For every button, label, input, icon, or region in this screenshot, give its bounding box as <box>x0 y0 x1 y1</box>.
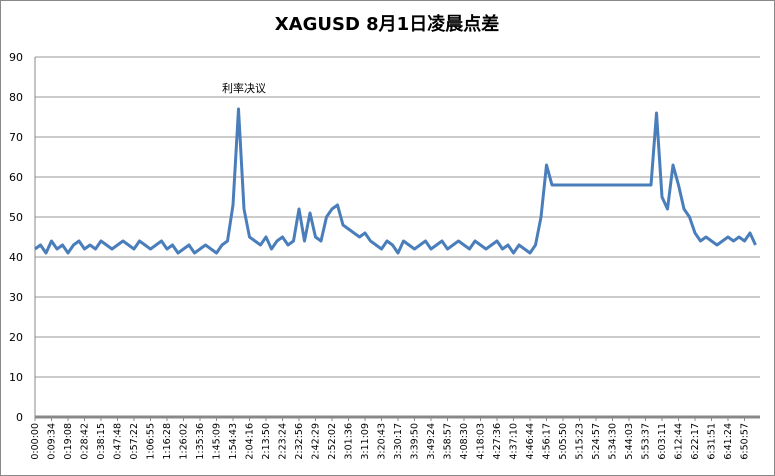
x-tick-label: 1:35:36 <box>195 423 206 460</box>
x-tick-label: 5:24:57 <box>591 423 602 460</box>
y-tick-label: 10 <box>9 371 23 384</box>
x-tick-label: 3:58:57 <box>443 423 454 460</box>
x-tick-label: 4:46:44 <box>525 423 536 460</box>
x-tick-label: 3:11:09 <box>360 423 371 460</box>
x-tick-label: 2:32:56 <box>294 423 305 460</box>
x-tick-label: 1:06:55 <box>146 423 157 460</box>
annotation: 利率决议 <box>222 81 266 95</box>
x-tick-label: 4:08:30 <box>459 423 470 460</box>
x-tick-label: 2:13:50 <box>261 423 272 460</box>
x-tick-label: 3:49:24 <box>426 423 437 460</box>
x-tick-label: 3:39:50 <box>410 423 421 460</box>
x-tick-label: 3:01:36 <box>344 423 355 460</box>
x-tick-label: 1:26:02 <box>179 423 190 460</box>
y-tick-label: 60 <box>9 171 23 184</box>
x-tick-label: 4:37:10 <box>509 423 520 460</box>
x-tick-label: 1:16:28 <box>162 423 173 460</box>
x-tick-label: 5:53:37 <box>641 423 652 460</box>
y-tick-label: 80 <box>9 91 23 104</box>
x-tick-label: 4:18:03 <box>476 423 487 460</box>
x-tick-label: 6:50:57 <box>740 423 751 460</box>
x-tick-label: 1:54:43 <box>228 423 239 460</box>
y-tick-label: 50 <box>9 211 23 224</box>
x-tick-label: 4:27:36 <box>492 423 503 460</box>
y-tick-label: 20 <box>9 331 23 344</box>
y-tick-label: 30 <box>9 291 23 304</box>
x-tick-label: 0:19:08 <box>63 423 74 460</box>
x-tick-label: 1:45:09 <box>212 423 223 460</box>
chart-title: XAGUSD 8月1日凌晨点差 <box>275 13 499 35</box>
y-tick-label: 0 <box>16 411 23 424</box>
x-tick-label: 2:42:29 <box>311 423 322 460</box>
y-tick-label: 70 <box>9 131 23 144</box>
x-tick-label: 6:12:44 <box>674 423 685 460</box>
x-tick-label: 6:31:51 <box>707 423 718 460</box>
x-tick-label: 0:47:48 <box>113 423 124 460</box>
x-tick-label: 5:34:30 <box>608 423 619 460</box>
x-tick-label: 2:23:24 <box>278 423 289 460</box>
x-tick-label: 4:56:17 <box>542 423 553 460</box>
x-tick-label: 0:28:42 <box>80 423 91 460</box>
x-tick-label: 3:20:43 <box>377 423 388 460</box>
data-line <box>34 107 757 255</box>
x-tick-label: 0:38:15 <box>96 423 107 460</box>
x-tick-label: 6:03:11 <box>657 423 668 460</box>
y-tick-label: 90 <box>9 51 23 64</box>
x-tick-label: 6:22:17 <box>690 423 701 460</box>
x-tick-label: 2:04:16 <box>245 423 256 460</box>
x-tick-label: 0:09:34 <box>47 423 58 460</box>
x-tick-label: 0:57:22 <box>129 423 140 460</box>
x-tick-label: 0:00:00 <box>30 423 41 460</box>
x-tick-label: 5:05:50 <box>558 423 569 460</box>
x-tick-label: 3:30:17 <box>393 423 404 460</box>
x-tick-label: 5:44:03 <box>624 423 635 460</box>
x-tick-label: 6:41:24 <box>723 423 734 460</box>
x-tick-label: 5:15:23 <box>575 423 586 460</box>
y-tick-label: 40 <box>9 251 23 264</box>
x-tick-label: 2:52:02 <box>327 423 338 460</box>
